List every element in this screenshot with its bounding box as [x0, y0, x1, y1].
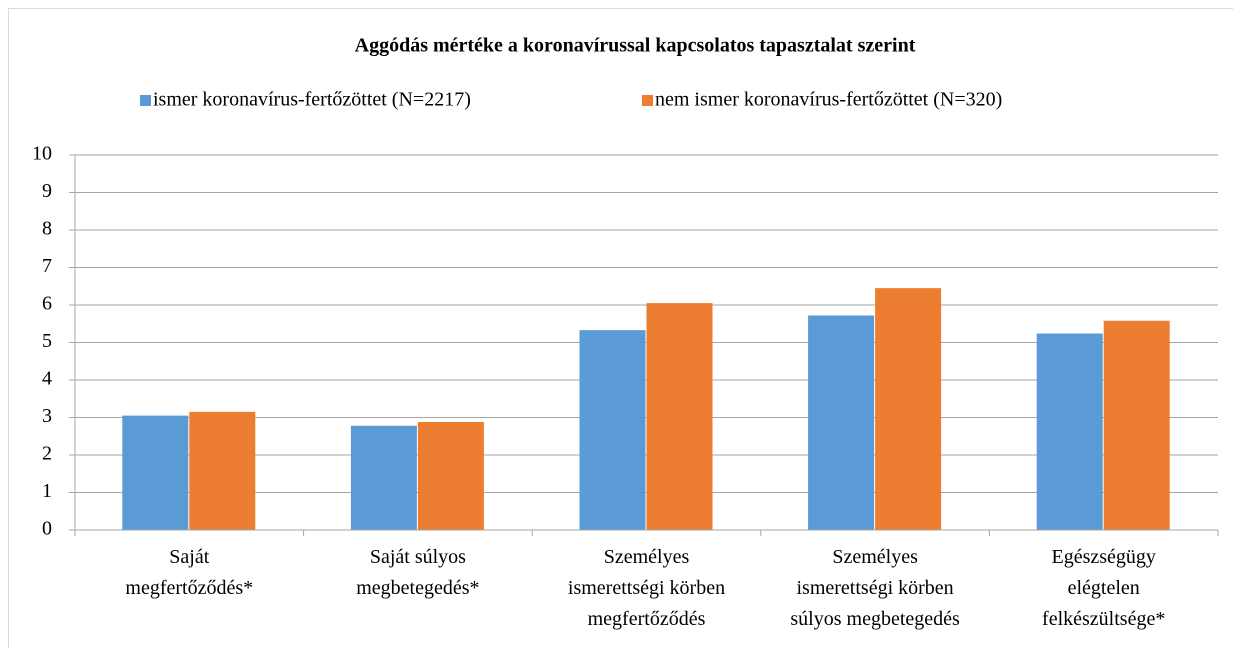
- y-tick-label: 4: [42, 368, 52, 390]
- legend-label: nem ismer koronavírus-fertőzöttet (N=320…: [655, 89, 1002, 111]
- y-tick-label: 6: [42, 293, 52, 315]
- bar: [1036, 333, 1103, 530]
- bar: [417, 422, 484, 530]
- y-tick-label: 2: [42, 443, 52, 465]
- legend-swatch: [642, 95, 653, 106]
- y-tick-label: 1: [42, 480, 52, 502]
- y-tick-label: 5: [42, 330, 52, 352]
- y-tick-label: 10: [32, 143, 52, 165]
- chart-title: Aggódás mértéke a koronavírussal kapcsol…: [355, 35, 916, 57]
- y-tick-label: 7: [42, 255, 52, 277]
- bar: [122, 415, 189, 530]
- y-tick-label: 8: [42, 218, 52, 240]
- legend-swatch: [140, 95, 151, 106]
- x-tick-label: Egészségügy elégtelen felkészültsége*: [1042, 546, 1165, 630]
- bar: [189, 411, 256, 530]
- x-tick-label: Saját megfertőződés*: [125, 546, 253, 599]
- legend-label: ismer koronavírus-fertőzöttet (N=2217): [153, 89, 471, 111]
- bar: [646, 303, 713, 530]
- bar: [875, 288, 942, 530]
- x-tick-label: Saját súlyos megbetegedés*: [356, 546, 479, 599]
- y-tick-label: 0: [42, 518, 52, 540]
- bar: [350, 425, 417, 530]
- chart-frame: [8, 8, 1233, 648]
- y-tick-label: 9: [42, 180, 52, 202]
- bar: [808, 315, 875, 530]
- x-tick-label: Személyes ismerettségi körben súlyos megbe…: [790, 546, 960, 630]
- x-tick-label: Személyes ismerettségi körben megfertőződé…: [568, 546, 725, 630]
- bar: [579, 330, 646, 530]
- y-tick-label: 3: [42, 405, 52, 427]
- bar: [1103, 320, 1170, 530]
